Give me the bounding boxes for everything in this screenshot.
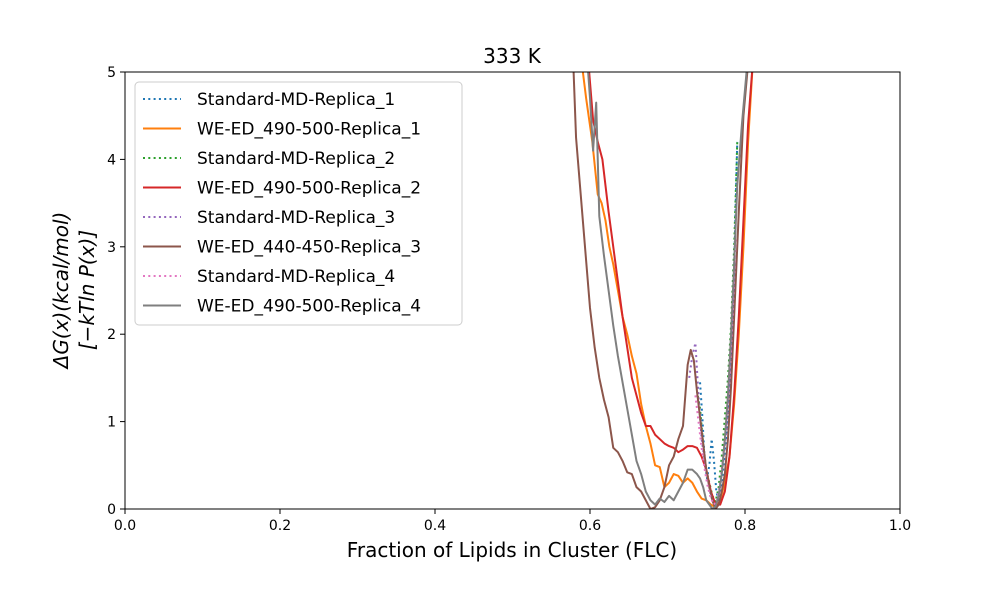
plot-frame xyxy=(124,71,901,510)
legend-label-5: Standard-MD-Replica_3 xyxy=(197,208,395,228)
series-line-6 xyxy=(572,72,749,509)
y-axis-label-line1: ΔG(x)(kcal/mol) xyxy=(49,212,73,371)
series-line-4 xyxy=(588,72,754,506)
y-axis: 0 1 2 3 4 5 xyxy=(107,65,125,518)
y-axis-label-line2: [−kTln P(x)] xyxy=(75,230,99,350)
chart-title: 333 K xyxy=(483,44,542,68)
x-tick-label: 0.0 xyxy=(114,518,136,534)
x-tick-label: 1.0 xyxy=(889,518,911,534)
legend-label-4: WE-ED_490-500-Replica_2 xyxy=(197,179,421,199)
y-tick-label: 5 xyxy=(107,65,116,81)
legend-label-3: Standard-MD-Replica_2 xyxy=(197,149,395,169)
y-tick-label: 3 xyxy=(107,240,116,256)
x-tick-label: 0.6 xyxy=(579,518,601,534)
y-tick-label: 1 xyxy=(107,415,116,431)
y-tick-label: 4 xyxy=(107,152,116,168)
legend-label-6: WE-ED_440-450-Replica_3 xyxy=(197,238,421,258)
series-layer xyxy=(572,72,754,509)
legend-label-8: WE-ED_490-500-Replica_4 xyxy=(197,297,421,317)
y-axis-label: ΔG(x)(kcal/mol) [−kTln P(x)] xyxy=(49,212,99,371)
y-tick-label: 2 xyxy=(107,327,116,343)
x-tick-label: 0.4 xyxy=(424,518,446,534)
legend-label-7: Standard-MD-Replica_4 xyxy=(197,267,395,287)
x-tick-label: 0.8 xyxy=(734,518,756,534)
legend-label-2: WE-ED_490-500-Replica_1 xyxy=(197,120,421,140)
legend-label-1: Standard-MD-Replica_1 xyxy=(197,90,395,110)
legend: Standard-MD-Replica_1 WE-ED_490-500-Repli… xyxy=(134,81,463,326)
x-axis: 0.0 0.2 0.4 0.6 0.8 1.0 xyxy=(114,509,911,534)
y-tick-label: 0 xyxy=(107,502,116,518)
x-axis-label: Fraction of Lipids in Cluster (FLC) xyxy=(347,538,677,562)
series-line-2 xyxy=(581,72,754,509)
legend-frame xyxy=(134,81,463,326)
x-tick-label: 0.2 xyxy=(269,518,291,534)
series-line-8 xyxy=(587,72,748,509)
